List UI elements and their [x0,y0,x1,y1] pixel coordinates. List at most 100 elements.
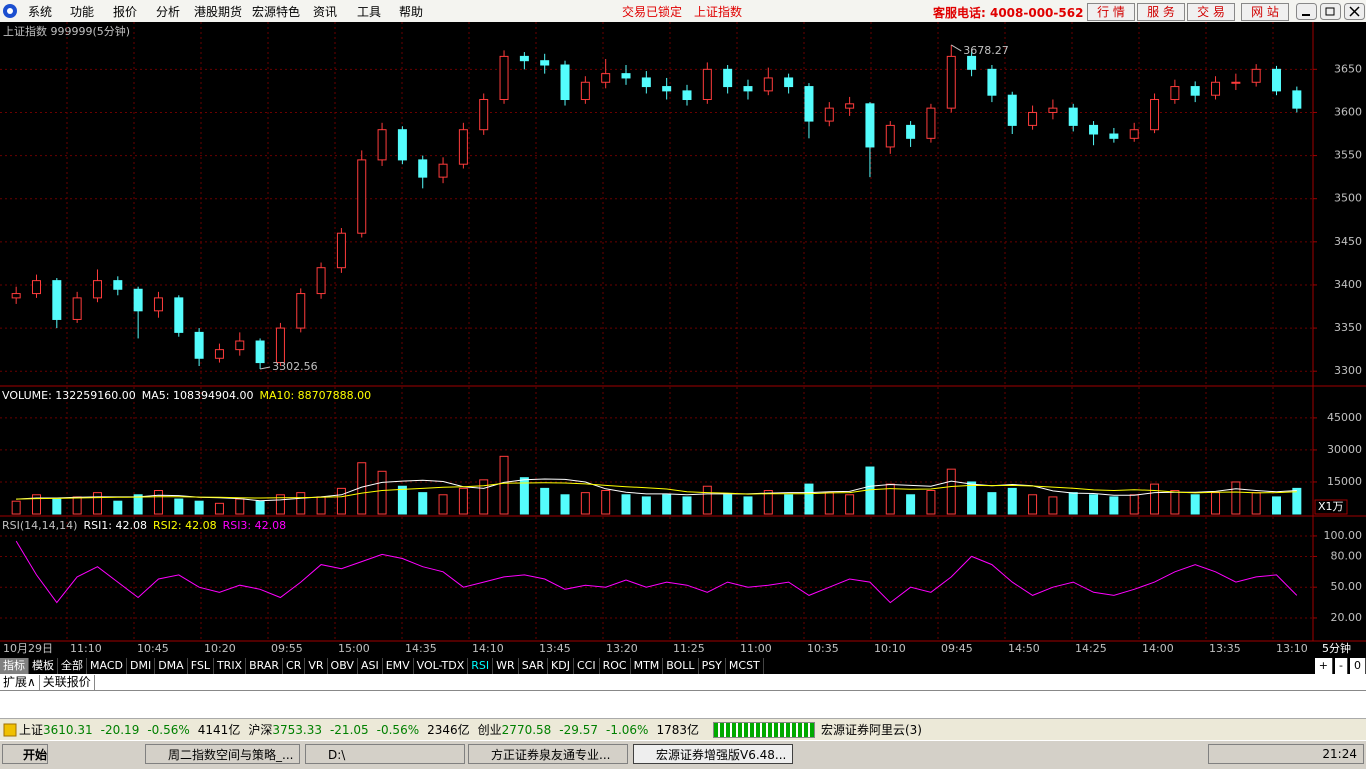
top-button[interactable]: 服 务 [1137,3,1185,21]
menu-item[interactable]: 分析 [156,5,181,19]
indicator-tab[interactable]: RSI [468,658,494,674]
indicator-tab[interactable]: DMI [127,658,156,674]
ticker-name: 沪深 [248,723,273,737]
indicator-tab[interactable]: CCI [574,658,600,674]
indicator-tab[interactable]: DMA [155,658,188,674]
volume-bar [316,496,326,515]
indicator-tab[interactable]: CR [283,658,306,674]
task-button[interactable]: D:\ [305,744,465,764]
y-tick-label: 30000 [1327,443,1362,456]
volume-bar [1251,492,1261,515]
sub-tab[interactable]: 扩展∧ [0,675,40,690]
volume-header: MA10: 88707888.00 [259,389,371,402]
indicator-tab[interactable]: ASI [358,658,383,674]
indicator-tab[interactable]: ROC [600,658,631,674]
indicator-tabs: 指标 模板 全部 MACD DMI DMA FSL TRIX BRAR CR VR OBV ASI EMV… [0,658,1366,674]
top-button[interactable]: 交 易 [1187,3,1235,21]
indicator-tab[interactable]: 模板 [29,658,58,674]
menu-item[interactable]: 报价 [113,5,138,19]
unit-box [1314,499,1348,515]
ticker-pct: -0.56% [376,722,420,737]
volume-bar [601,490,611,515]
volume-header: VOLUME: 132259160.00 [2,389,136,402]
ticker-name: 创业 [477,723,502,737]
x-tick-label: 11:25 [673,642,705,655]
task-button[interactable]: 周二指数空间与策略_... [145,744,300,764]
y-tick-label: 3550 [1334,149,1362,162]
index-status: 上证指数 [694,5,743,19]
candle-body [1170,86,1180,101]
indicator-tab[interactable]: PSY [699,658,726,674]
indicator-tab[interactable]: 指标 [0,658,29,674]
indicator-tab[interactable]: KDJ [548,658,574,674]
volume-bar [1089,494,1099,515]
y-tick-label: 15000 [1327,475,1362,488]
indicator-tab[interactable]: VOL-TDX [414,658,469,674]
menu-item[interactable]: 宏源特色 [252,5,301,19]
indicator-tab[interactable]: OBV [328,658,358,674]
candle-body [560,64,570,101]
rsi-header: RSI(14,14,14) [2,519,77,532]
top-button[interactable]: 行 情 [1087,3,1135,21]
candle-body [601,73,611,83]
indicator-tab[interactable]: MTM [631,658,664,674]
volume-bar [479,479,489,515]
unit-label: X1万 [1318,500,1344,513]
tab-control[interactable]: 0 [1350,658,1366,674]
top-button[interactable]: 网 站 [1241,3,1289,21]
candle-body [723,68,733,88]
indicator-tab[interactable]: SAR [519,658,549,674]
menu-item[interactable]: 港股期货 [194,5,243,19]
candle-body [214,349,224,359]
x-tick-label: 14:00 [1142,642,1174,655]
indicator-tab[interactable]: 全部 [58,658,87,674]
menu-item[interactable]: 工具 [357,5,382,19]
indicator-tab[interactable]: MACD [87,658,127,674]
volume-bar [377,470,387,515]
volume-bar [52,498,62,515]
window-controls[interactable] [1296,3,1366,21]
candle-body [621,73,631,79]
volume-bar [1048,496,1058,515]
taskbar: 开始 21:24 周二指数空间与策略_... D:\ 方正证券泉友通专业... 宏源证… [0,740,1366,769]
y-tick-label: 3350 [1334,321,1362,334]
tab-control[interactable]: + [1314,658,1334,674]
x-tick-label: 14:25 [1075,642,1107,655]
candle-body [316,267,326,295]
indicator-tab[interactable]: FSL [188,658,214,674]
menu-item[interactable]: 功能 [70,5,95,19]
indicator-tab[interactable]: VR [305,658,328,674]
candle-body [397,129,407,161]
candle-body [1048,107,1058,113]
indicator-tab[interactable]: BRAR [246,658,284,674]
x-tick-label: 10月29日 [3,642,53,655]
sub-tab[interactable]: 关联报价 [40,675,95,690]
y-tick-label: 3500 [1334,192,1362,205]
candle-body [824,107,834,122]
menu-item[interactable]: 资讯 [313,5,338,19]
candle-body [845,103,855,109]
volume-bar [621,494,631,515]
volume-bar [1272,496,1282,515]
indicator-tab[interactable]: BOLL [663,658,699,674]
candle-body [987,68,997,96]
indicator-tab[interactable]: MCST [726,658,764,674]
rsi-header: RSI2: 42.08 [153,519,217,532]
indicator-tab[interactable]: EMV [383,658,414,674]
indicator-tab[interactable]: WR [493,658,519,674]
volume-bar [133,494,143,515]
candle-body [784,77,794,88]
task-button[interactable]: 宏源证券增强版V6.48... [633,744,793,764]
menu-item[interactable]: 系统 [28,5,53,19]
menu-item[interactable]: 帮助 [399,5,424,19]
tab-control[interactable]: - [1335,658,1348,674]
lock-status: 交易已锁定 [622,5,683,19]
y-tick-label: 3650 [1334,62,1362,75]
candle-body [580,81,590,101]
volume-bar [194,500,204,515]
x-tick-label: 14:50 [1008,642,1040,655]
start-button[interactable]: 开始 [2,744,48,764]
indicator-tab[interactable]: TRIX [214,658,247,674]
task-button[interactable]: 方正证券泉友通专业... [468,744,628,764]
server: 宏源证券阿里云(3) [820,723,922,737]
